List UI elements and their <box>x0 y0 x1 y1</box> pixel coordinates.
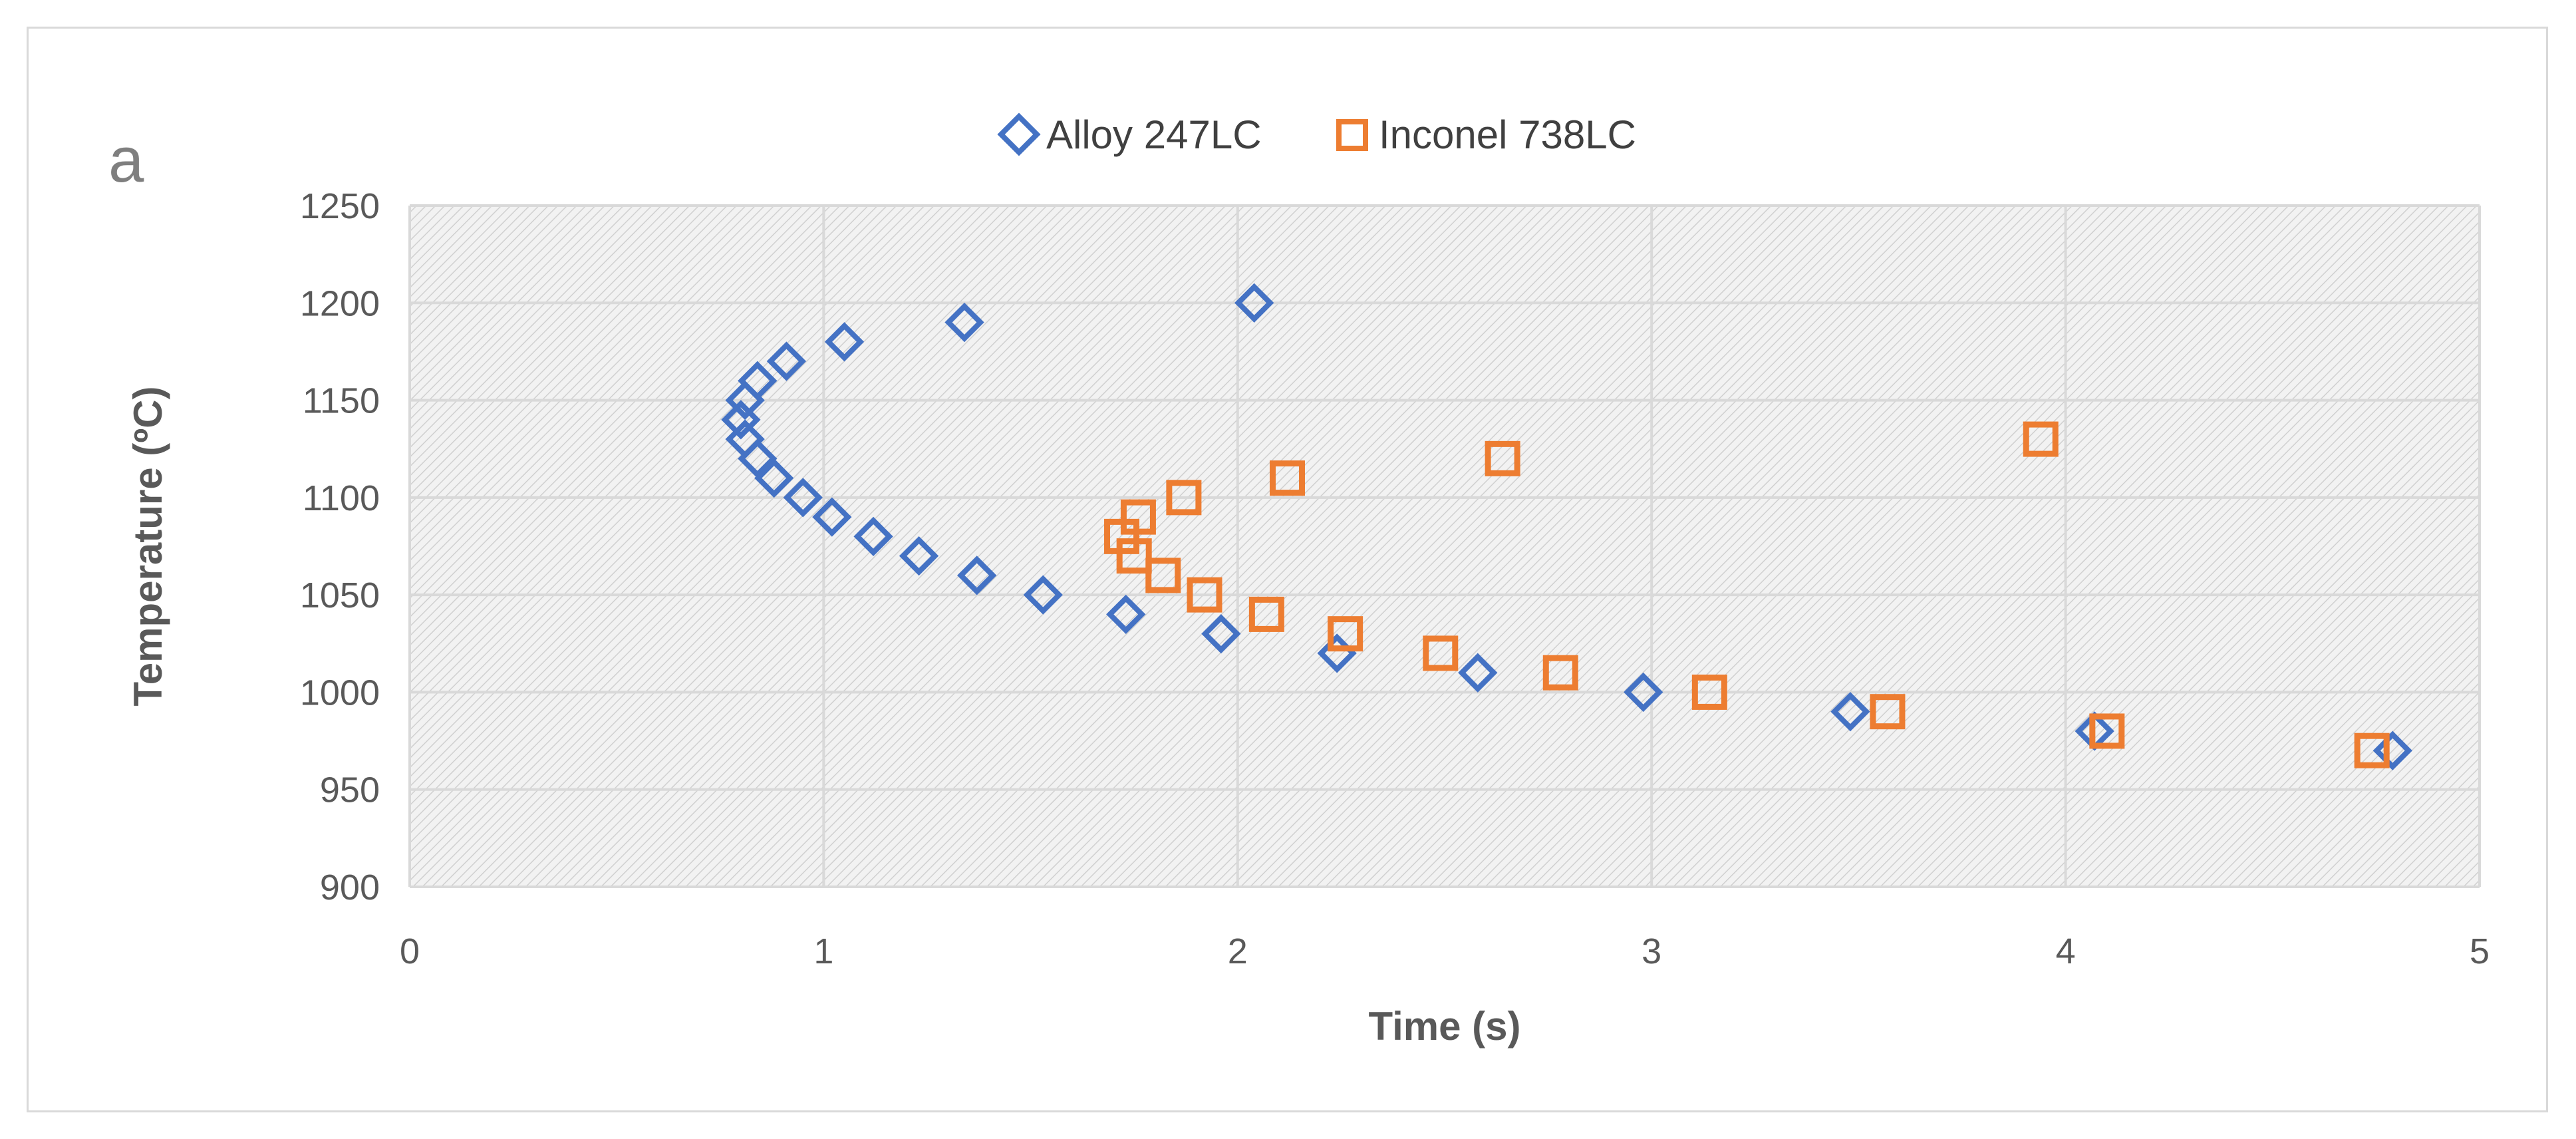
square-point <box>1166 480 1202 516</box>
x-tick-label: 5 <box>2470 931 2490 971</box>
square-point <box>1248 596 1284 632</box>
plot-area <box>410 206 2480 887</box>
y-tick-label: 1250 <box>300 186 380 226</box>
legend-marker-alloy-247lc <box>997 112 1041 156</box>
x-tick-label: 3 <box>1642 931 1661 971</box>
x-tick-label: 1 <box>813 931 833 971</box>
legend-label-inconel-738lc: Inconel 738LC <box>1379 112 1636 157</box>
square-point <box>2023 421 2059 457</box>
y-tick-label: 1200 <box>300 283 380 323</box>
legend-label-alloy-247lc: Alloy 247LC <box>1046 112 1262 157</box>
diamond-point <box>1201 614 1241 654</box>
diamond-point <box>725 380 765 420</box>
square-point <box>1145 558 1181 593</box>
y-tick-label: 950 <box>320 770 380 810</box>
y-tick-label: 1150 <box>303 381 380 421</box>
diamond-point <box>957 556 997 595</box>
diamond-point <box>853 516 893 557</box>
y-tick-label: 1100 <box>303 478 380 518</box>
square-point <box>1269 460 1305 496</box>
y-axis-title: Temperature (ºC) <box>126 387 170 707</box>
square-point <box>2089 713 2125 749</box>
legend: Alloy 247LC Inconel 738LC <box>997 112 1636 157</box>
x-axis-ticks: 0 1 2 3 4 5 <box>400 931 2490 971</box>
diamond-point <box>812 497 852 537</box>
diamond-point <box>738 438 778 478</box>
gridlines <box>408 204 2481 888</box>
square-point <box>1691 674 1727 710</box>
diamond-point <box>783 478 823 518</box>
diamond-point <box>1458 653 1498 693</box>
legend-marker-inconel-738lc <box>1336 119 1368 151</box>
diamond-point <box>899 536 939 576</box>
square-point <box>2354 732 2390 768</box>
y-tick-label: 1050 <box>300 575 380 615</box>
x-tick-label: 4 <box>2056 931 2076 971</box>
x-tick-label: 2 <box>1228 931 1248 971</box>
y-tick-label: 900 <box>320 868 380 907</box>
diamond-point <box>721 400 761 440</box>
diamond-point <box>824 322 865 362</box>
diamond-point <box>1830 692 1870 732</box>
x-axis-title: Time (s) <box>1369 1004 1521 1049</box>
data-points <box>721 283 2412 770</box>
diamond-point <box>1234 283 1274 323</box>
square-point <box>1542 655 1578 691</box>
scatter-chart: a Alloy 247LC Inconel 738LC 900950100010… <box>108 112 2490 1049</box>
diamond-point <box>944 302 984 343</box>
diamond-point <box>1106 594 1146 635</box>
square-point <box>1423 635 1459 671</box>
panel-label: a <box>108 124 144 196</box>
y-axis-ticks: 900 950 1000 1050 1100 1150 1200 1250 <box>300 186 380 907</box>
diamond-point <box>1624 672 1663 713</box>
square-point <box>1328 616 1363 652</box>
diamond-point <box>766 341 807 381</box>
y-tick-label: 1000 <box>300 673 380 713</box>
diamond-point <box>754 458 794 498</box>
diamond-point <box>1023 575 1063 615</box>
series-alloy-247lc <box>721 283 2412 770</box>
chart-frame: a Alloy 247LC Inconel 738LC 900 950 1000 10… <box>27 27 2548 1112</box>
square-point <box>1187 577 1222 613</box>
square-point <box>1870 694 1906 730</box>
series-inconel-738lc <box>1104 421 2390 768</box>
square-point <box>1485 440 1520 476</box>
diamond-point <box>2372 731 2412 770</box>
square-point <box>1116 538 1152 574</box>
x-tick-label: 0 <box>400 931 420 971</box>
